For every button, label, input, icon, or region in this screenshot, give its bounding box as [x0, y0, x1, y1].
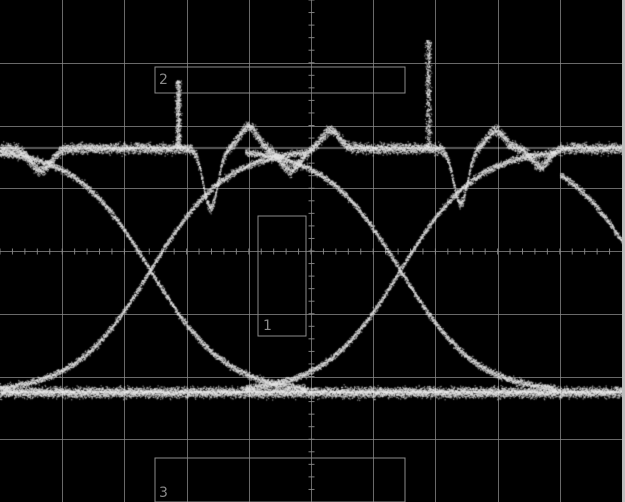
mask-1-label: 1 [263, 318, 272, 334]
mask-region-3 [154, 457, 406, 502]
mask-2-label: 2 [159, 72, 168, 88]
mask-3-label: 3 [159, 485, 168, 501]
mask-region-2 [154, 66, 406, 94]
mask-region-1 [257, 215, 307, 337]
